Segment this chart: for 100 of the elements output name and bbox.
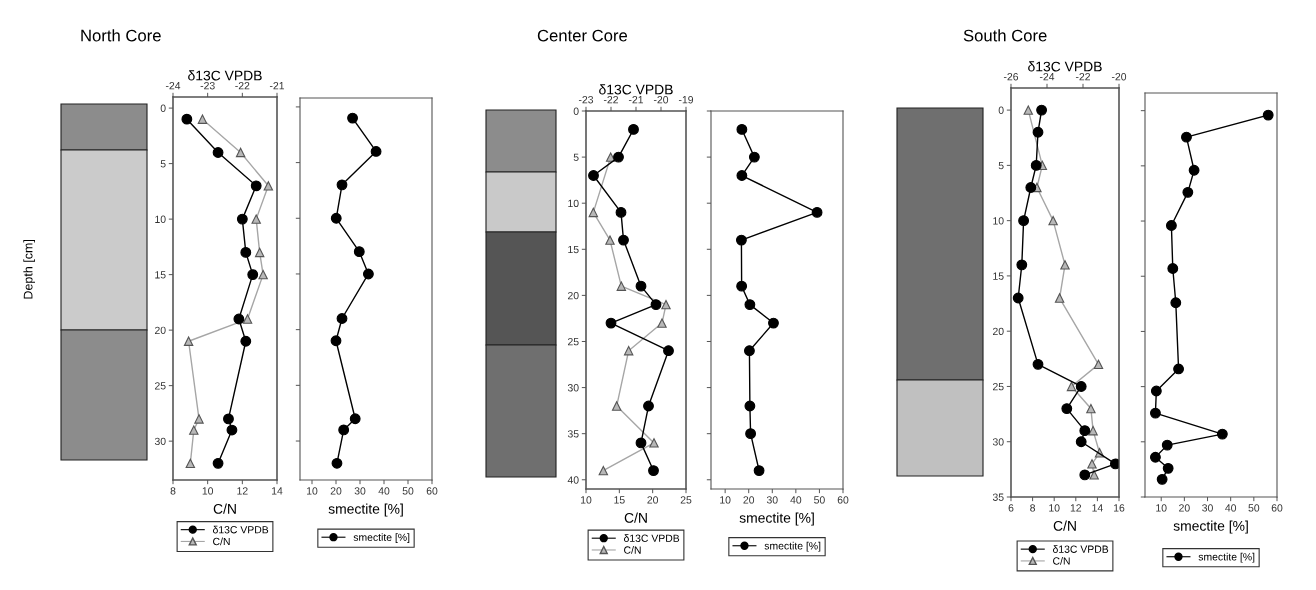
point <box>1150 451 1161 463</box>
x-tick-label: 20 <box>647 496 659 504</box>
point <box>748 151 760 163</box>
y-tick-label: 0 <box>573 107 579 115</box>
y-tick-label: 10 <box>993 217 1004 225</box>
point <box>336 313 348 324</box>
y-tick-label: 10 <box>568 199 579 208</box>
point <box>331 457 343 469</box>
point <box>240 335 252 347</box>
point <box>1025 182 1037 193</box>
x2-tick-label: -21 <box>269 82 285 90</box>
x-tick-label: 50 <box>402 487 414 495</box>
y-tick-label: 30 <box>154 437 166 446</box>
point <box>1079 425 1091 437</box>
point <box>1150 385 1162 397</box>
point <box>1075 381 1087 392</box>
y-tick-label: 0 <box>160 104 166 112</box>
x-tick-label: 10 <box>1049 504 1060 512</box>
point <box>1170 297 1182 309</box>
x-tick-label: 14 <box>1092 504 1103 512</box>
x2-tick-label: -20 <box>653 96 669 104</box>
x-axis-title: C/N <box>624 512 647 523</box>
x-tick-label: 40 <box>378 487 390 495</box>
point <box>736 170 748 181</box>
point <box>753 465 765 476</box>
point <box>1161 439 1173 451</box>
point <box>1030 159 1042 171</box>
y-tick-label: 5 <box>998 161 1004 170</box>
legend-label: C/N <box>1053 557 1070 565</box>
x-tick-label: 40 <box>1225 504 1237 512</box>
x2-tick-label: -23 <box>200 82 215 90</box>
x-tick-label: 10 <box>307 487 318 495</box>
x-tick-label: 12 <box>237 487 248 495</box>
x2-tick-label: -20 <box>1111 73 1127 81</box>
y-tick-label: 30 <box>992 438 1004 446</box>
point <box>736 280 748 292</box>
point <box>247 269 259 281</box>
point <box>338 424 350 436</box>
y-tick-label: 40 <box>567 476 579 484</box>
point <box>1167 263 1179 274</box>
point <box>1156 473 1168 485</box>
point <box>615 206 627 218</box>
point <box>240 247 252 258</box>
x-tick-label: 20 <box>743 496 755 504</box>
y-tick-label: 15 <box>155 271 166 279</box>
x2-tick-label: -24 <box>165 82 181 90</box>
point <box>1109 458 1119 470</box>
x-tick-label: 30 <box>354 487 366 495</box>
point <box>370 146 382 157</box>
point <box>1018 215 1030 227</box>
point <box>349 413 361 425</box>
legend-label: δ13C VPDB <box>1052 545 1109 553</box>
y-tick-label: 20 <box>154 326 166 335</box>
point <box>635 280 647 292</box>
y-tick-label: 30 <box>567 384 579 392</box>
point <box>1182 186 1194 198</box>
point <box>735 234 747 246</box>
x-tick-label: 25 <box>680 496 692 504</box>
point <box>1079 469 1091 481</box>
point <box>768 317 779 329</box>
legend-label: smectite [%] <box>353 533 410 544</box>
y-tick-label: 15 <box>568 245 579 254</box>
point <box>635 437 647 449</box>
x-tick-label: 10 <box>202 487 214 495</box>
x-tick-label: 8 <box>1030 504 1036 512</box>
point <box>744 299 756 311</box>
x-tick-label: 10 <box>1156 504 1167 512</box>
legend-label: C/N <box>213 537 230 546</box>
x2-tick-label: -22 <box>603 96 619 104</box>
y-axis-title: Depth [cm] <box>23 240 35 299</box>
point <box>212 147 224 158</box>
x2-tick-label: -24 <box>1039 73 1055 81</box>
x2-tick-label: -22 <box>235 82 250 90</box>
point <box>1181 131 1192 143</box>
point <box>744 400 756 412</box>
y-tick-label: 15 <box>993 272 1004 280</box>
point <box>1173 363 1184 375</box>
point <box>236 213 248 225</box>
point <box>745 428 757 440</box>
x-tick-label: 10 <box>720 496 731 504</box>
legend-label: δ13C VPDB <box>212 525 269 534</box>
x-axis-title: C/N <box>1053 520 1076 531</box>
x-tick-label: 60 <box>837 496 849 504</box>
point <box>330 212 342 224</box>
point <box>663 345 674 357</box>
chart-title: South Core <box>963 29 1047 42</box>
x-tick-label: 6 <box>1008 504 1014 512</box>
point <box>1075 436 1087 448</box>
point <box>330 335 342 347</box>
x-tick-label: 60 <box>426 487 438 495</box>
y-tick-label: 35 <box>567 430 579 438</box>
point <box>1032 358 1044 370</box>
point <box>233 313 245 325</box>
y-tick-label: 25 <box>567 337 579 346</box>
x-tick-label: 16 <box>1114 504 1125 512</box>
x-tick-label: 10 <box>581 496 592 504</box>
point <box>362 268 374 280</box>
point <box>181 113 193 125</box>
x2-axis-title: δ13C VPDB <box>1028 61 1102 72</box>
point <box>250 180 262 192</box>
